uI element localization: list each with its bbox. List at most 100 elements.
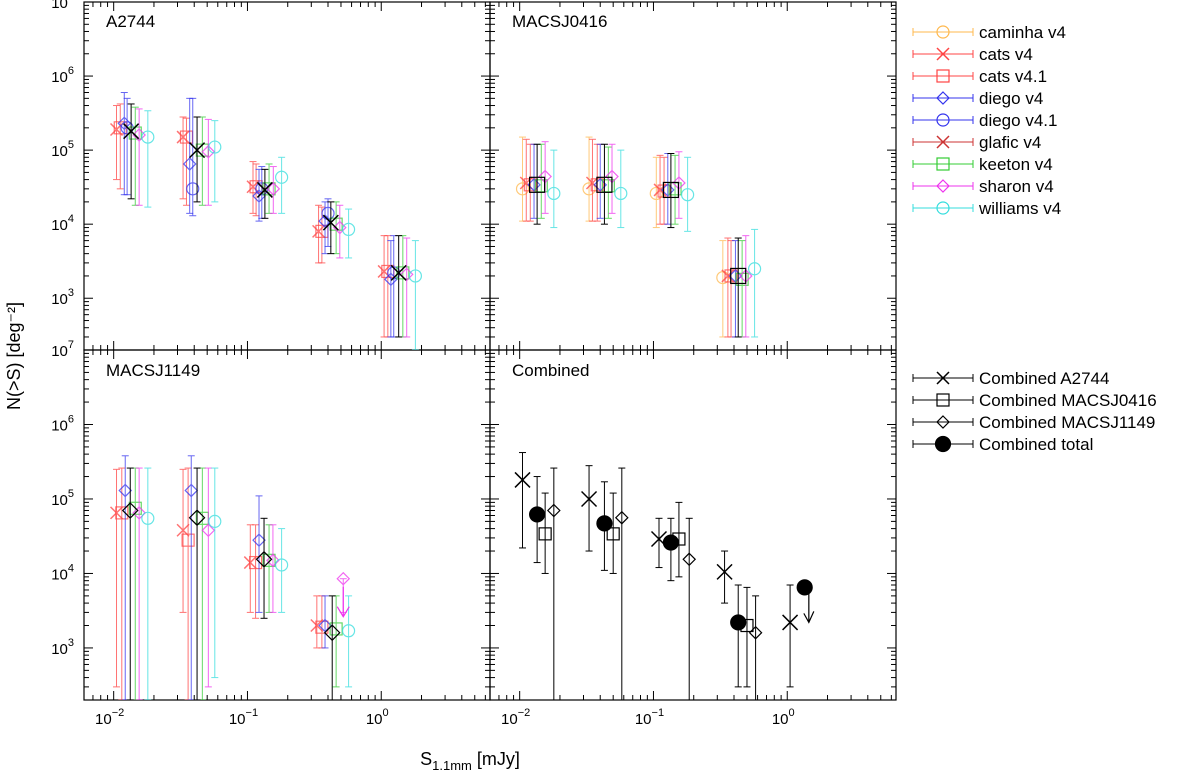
y-tick-label: 106 [51,413,74,434]
upper-limit-arrow [336,586,350,618]
data-point [529,176,546,193]
data-point [176,130,190,144]
data-marks [109,91,815,700]
x-tick-label: 100 [366,707,389,728]
data-point [255,550,273,568]
data-point [266,181,281,196]
data-point [243,556,257,570]
data-point [614,186,628,201]
legend-marker [936,157,950,171]
legend-marker [936,135,950,149]
x-tick-label-base: 10 [635,711,652,728]
data-point [182,157,197,171]
series-keeton-v4 [128,106,410,338]
legend-marker [936,371,950,385]
data-point [747,262,762,276]
series-cats-v4 [109,468,324,688]
data-point [341,222,356,237]
legend-label: diego v4.1 [979,111,1057,130]
data-point [141,511,155,525]
data-point [546,503,561,518]
y-tick-label: 106 [51,65,74,86]
data-point [256,181,273,198]
y-tick-label-exp: 4 [68,562,74,574]
data-point [730,614,747,631]
data-point [390,264,407,281]
series-combined-macsj1149 [121,467,341,700]
data-point [606,527,620,541]
y-tick-label: 104 [51,562,74,583]
series-williams-v4 [141,467,356,700]
y-tick-label-base: 10 [51,343,68,360]
series-combined-a2744 [514,452,799,688]
data-point [201,144,216,159]
x-tick-label-base: 10 [772,711,789,728]
series-cats-v4-1 [523,143,738,338]
series-diego-v4-1 [120,97,401,338]
data-point [252,533,266,547]
y-tick-label: 107 [51,0,74,12]
data-point [581,490,598,507]
data-point [189,142,206,159]
x-tick-label-exp: −2 [112,707,125,719]
data-point [120,121,134,135]
y-tick-label: 107 [51,339,74,360]
legend-label: Combined MACSJ0416 [979,391,1157,410]
series-sharon-v4 [132,467,351,700]
y-tick-label-base: 10 [51,143,68,160]
data-point [322,214,339,231]
x-tick-label-exp: 0 [789,707,795,719]
data-point [123,123,140,140]
series-cats-v4-1 [115,467,329,700]
legend-marker [936,179,950,193]
y-tick-label-base: 10 [51,492,68,509]
data-point [662,181,679,199]
legend-marker [936,91,950,105]
legend-marker [936,393,950,407]
legend-label: Combined MACSJ1149 [979,413,1155,432]
data-point [318,618,332,633]
data-point [728,269,743,283]
y-tick-label-exp: 4 [68,213,74,225]
y-tick-label-base: 10 [51,641,68,658]
panel-title-macsj0416: MACSJ0416 [512,12,607,31]
data-point [336,571,351,586]
x-tick-label-exp: −1 [246,707,259,719]
y-tick-label-exp: 5 [68,488,74,500]
panel-marks-2 [109,455,356,700]
legend-marker [936,25,950,39]
x-tick-label-base: 10 [229,711,246,728]
y-tick-label-base: 10 [51,69,68,86]
y-tick-label: 103 [51,637,74,658]
x-tick-label: 100 [772,707,795,728]
data-point [721,269,735,283]
legend-label: Combined total [979,435,1093,454]
y-tick-label-exp: 6 [68,413,74,425]
y-tick-label-exp: 5 [68,139,74,151]
data-point [596,515,613,532]
x-tick-label-base: 10 [95,711,112,728]
y-tick-label-base: 10 [51,217,68,234]
data-point [118,483,133,498]
data-point [730,267,747,285]
y-tick-label-base: 10 [51,291,68,308]
x-axis-label-sub: 1.1mm [432,758,472,772]
data-point [188,509,206,527]
data-point [514,471,531,488]
y-tick-label: 104 [51,213,74,234]
legend-label: caminha v4 [979,23,1066,42]
data-point [387,266,401,280]
data-point [547,186,561,201]
y-tick-label-base: 10 [51,0,68,12]
series-keeton-v4 [128,467,343,700]
data-point [396,266,410,280]
legend-marker [936,113,950,127]
x-tick-label: 10−2 [501,707,530,728]
panels [83,1,897,701]
series-cats-v4-1 [113,103,395,338]
series-sharon-v4 [132,108,414,338]
data-point [315,620,329,634]
upper-limit-arrow [803,589,815,624]
y-tick-label-base: 10 [51,566,68,583]
legend-combined: Combined A2744 Combined MACSJ0416 Combined… [912,369,1157,454]
